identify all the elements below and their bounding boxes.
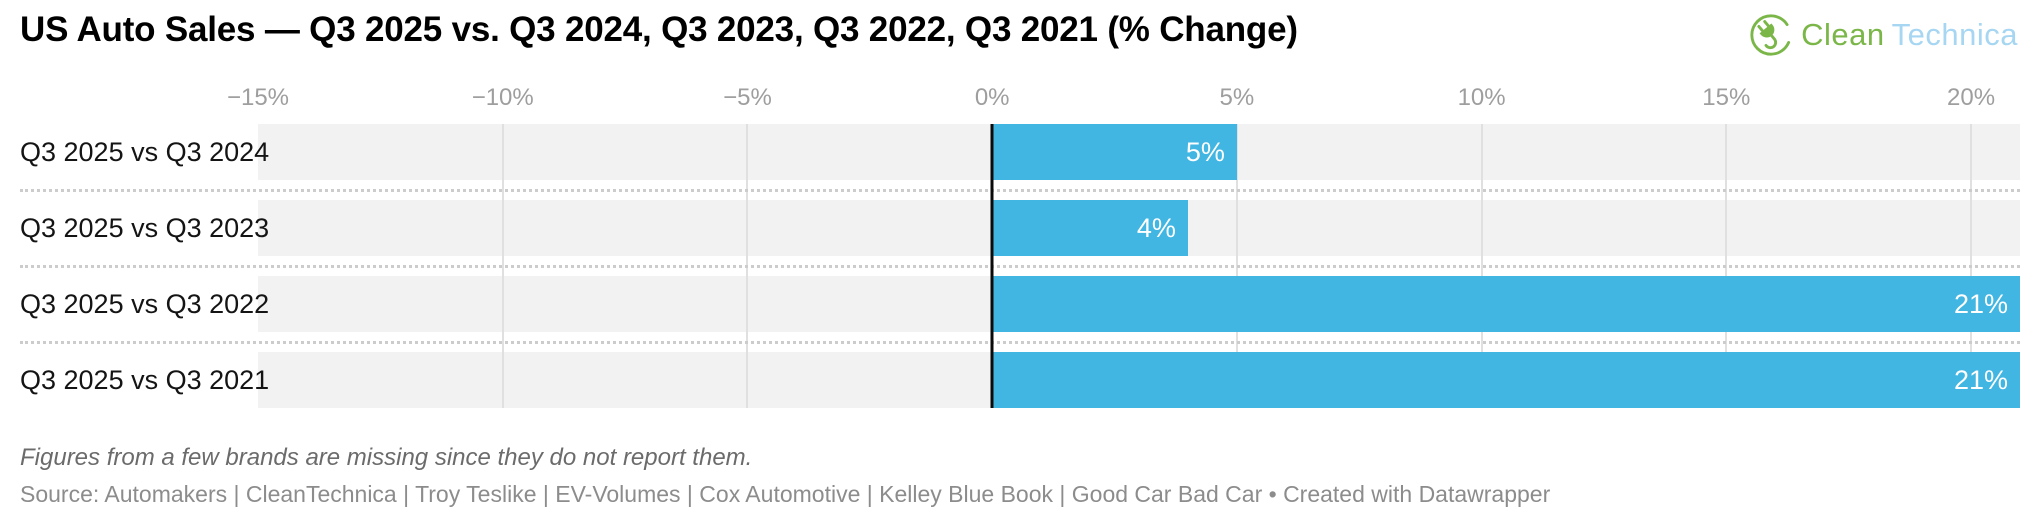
row-label: Q3 2025 vs Q3 2024: [20, 137, 270, 167]
bar: 21%: [992, 352, 2020, 408]
axis-tick-label: −15%: [226, 84, 290, 111]
axis-tick-label: 5%: [1219, 84, 1255, 111]
axis-tick-label: 0%: [974, 84, 1010, 111]
x-axis: −15% −10% −5% 0% 5% 10% 15% 20%: [227, 84, 2020, 111]
logo-text-technica: Technica: [1891, 17, 2018, 52]
plot-area: 5% 4% 21% 21%: [258, 124, 2020, 408]
axis-tick-label: −5%: [723, 84, 772, 111]
row-label: Q3 2025 vs Q3 2022: [20, 289, 270, 319]
page-title: US Auto Sales — Q3 2025 vs. Q3 2024, Q3 …: [20, 10, 1298, 49]
bar: 5%: [992, 124, 1237, 180]
row-label: Q3 2025 vs Q3 2023: [20, 213, 270, 243]
logo-text-clean: Clean: [1801, 17, 1885, 52]
row-separator: [20, 189, 2020, 192]
chart-footnote: Figures from a few brands are missing si…: [20, 444, 753, 471]
row-label: Q3 2025 vs Q3 2021: [20, 365, 270, 395]
bar: 21%: [992, 276, 2020, 332]
cleantechnica-plug-icon: [1748, 12, 1794, 58]
zero-baseline: [990, 124, 994, 408]
bar-value-label: 5%: [1185, 137, 1225, 167]
axis-tick-label: −10%: [471, 84, 534, 111]
bar: 4%: [992, 200, 1188, 256]
axis-tick-label: 20%: [1947, 84, 1996, 111]
axis-tick-label: 10%: [1457, 84, 1506, 111]
bar-value-label: 21%: [1953, 289, 2008, 319]
bar-value-label: 21%: [1953, 365, 2008, 395]
row-separator: [20, 341, 2020, 344]
source-line: Source: Automakers | CleanTechnica | Tro…: [20, 481, 1551, 507]
cleantechnica-logo: Clean Technica: [1748, 12, 2018, 58]
axis-tick-label: 15%: [1702, 84, 1751, 111]
row-separator: [20, 265, 2020, 268]
bar-value-label: 4%: [1136, 213, 1176, 243]
